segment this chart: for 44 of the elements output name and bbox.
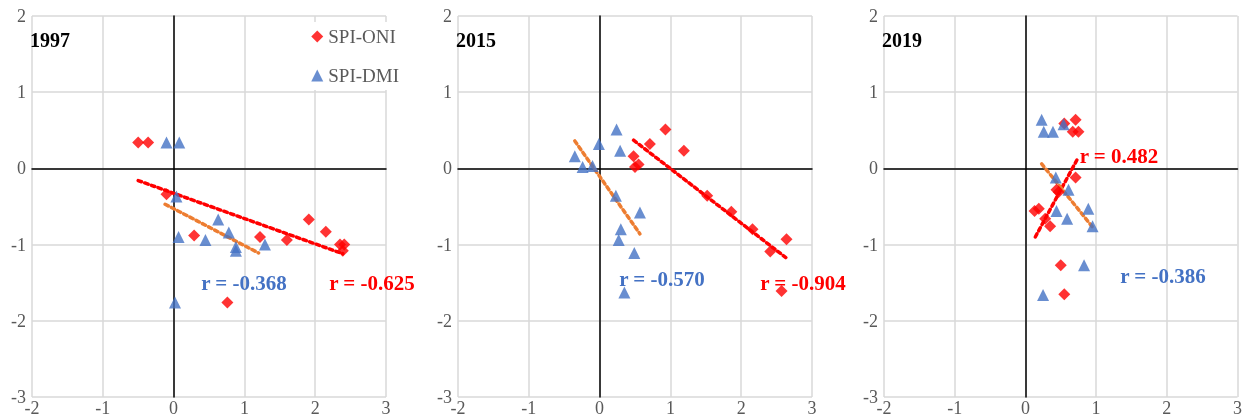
y-tick-label: 1	[442, 82, 452, 103]
y-tick-label: -1	[862, 234, 878, 255]
text: 2015	[456, 29, 496, 51]
x-tick-label: 1	[1091, 398, 1101, 417]
x-tick-label: 3	[1233, 398, 1242, 417]
y-tick-label: 1	[868, 82, 878, 103]
x-tick-label: 0	[169, 398, 179, 417]
x-tick-label: 1	[665, 398, 675, 417]
x-tick-label: 2	[310, 398, 320, 417]
x-tick-label: 3	[807, 398, 817, 417]
x-tick-label: -1	[95, 398, 111, 417]
y-tick-label: 0	[868, 158, 878, 179]
annotation: r = -0.386	[1120, 264, 1206, 288]
y-tick-label: 2	[868, 6, 878, 26]
x-tick-label: 0	[595, 398, 605, 417]
text: 2019	[882, 29, 922, 51]
x-tick-label: -1	[521, 398, 537, 417]
x-tick-label: 2	[1162, 398, 1172, 417]
y-tick-label: -2	[862, 310, 878, 331]
y-tick-label: -1	[10, 234, 26, 255]
y-tick-label: -2	[10, 310, 26, 331]
y-tick-label: -1	[436, 234, 452, 255]
y-tick-label: -2	[436, 310, 452, 331]
x-tick-label: 2	[736, 398, 746, 417]
y-tick-label: 1	[16, 82, 26, 103]
y-tick-label: 0	[16, 158, 26, 179]
annotation: r = -0.904	[760, 271, 847, 295]
y-tick-label: 2	[442, 6, 452, 26]
y-tick-label: -3	[862, 387, 878, 407]
text: 1997	[30, 29, 70, 51]
y-tick-label: 0	[442, 158, 452, 179]
legend-label: SPI-ONI	[328, 26, 396, 47]
legend-label: SPI-DMI	[328, 65, 399, 86]
annotation: r = -0.368	[201, 271, 287, 295]
x-tick-label: 0	[1020, 398, 1030, 417]
x-tick-label: 3	[381, 398, 391, 417]
x-tick-label: -1	[947, 398, 963, 417]
x-tick-label: 1	[239, 398, 249, 417]
annotation: r = 0.482	[1079, 144, 1159, 168]
annotation: r = -0.625	[329, 271, 415, 295]
y-tick-label: -3	[436, 387, 452, 407]
annotation: r = -0.570	[619, 267, 705, 291]
y-tick-label: -3	[10, 387, 26, 407]
y-tick-label: 2	[16, 6, 26, 26]
